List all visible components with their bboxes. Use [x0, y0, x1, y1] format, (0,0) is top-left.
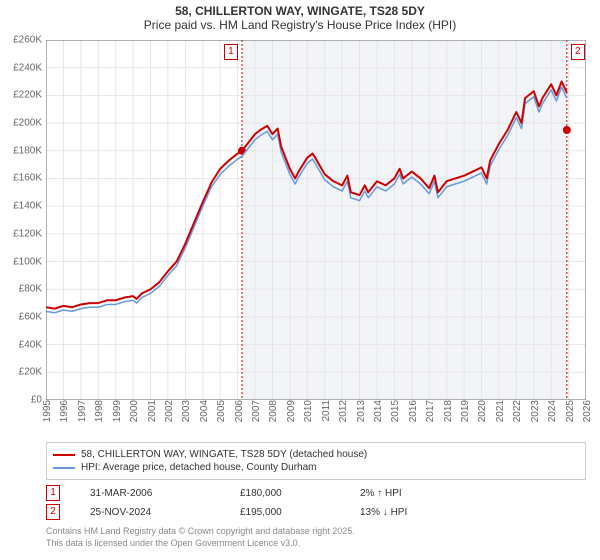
ytick-label: £140K	[13, 201, 46, 212]
legend-item: HPI: Average price, detached house, Coun…	[53, 462, 579, 473]
event-marker-icon: 1	[46, 485, 60, 501]
event-price: £180,000	[240, 488, 360, 499]
xtick-label: 2022	[510, 400, 523, 422]
event-date: 31-MAR-2006	[90, 488, 240, 499]
xtick-label: 2021	[493, 400, 506, 422]
event-diff: 13% ↓ HPI	[360, 507, 407, 518]
xtick-label: 2014	[371, 400, 384, 422]
ytick-label: £240K	[13, 62, 46, 73]
legend-label: 58, CHILLERTON WAY, WINGATE, TS28 5DY (d…	[81, 449, 367, 460]
ytick-label: £220K	[13, 90, 46, 101]
xtick-label: 2019	[458, 400, 471, 422]
chart-title: 58, CHILLERTON WAY, WINGATE, TS28 5DY	[0, 0, 600, 18]
event-price: £195,000	[240, 507, 360, 518]
legend: 58, CHILLERTON WAY, WINGATE, TS28 5DY (d…	[46, 442, 586, 480]
legend-label: HPI: Average price, detached house, Coun…	[81, 462, 317, 473]
xtick-label: 2015	[388, 400, 401, 422]
xtick-label: 1998	[92, 400, 105, 422]
event-row: 1 31-MAR-2006 £180,000 2% ↑ HPI	[46, 485, 586, 501]
xtick-label: 1999	[110, 400, 123, 422]
chart-container: 58, CHILLERTON WAY, WINGATE, TS28 5DY Pr…	[0, 0, 600, 560]
event-date: 25-NOV-2024	[90, 507, 240, 518]
xtick-label: 2011	[319, 400, 332, 422]
attribution-line: Contains HM Land Registry data © Crown c…	[46, 526, 586, 538]
xtick-label: 1997	[75, 400, 88, 422]
legend-swatch	[53, 454, 75, 456]
xtick-label: 2020	[475, 400, 488, 422]
ytick-label: £80K	[19, 284, 46, 295]
xtick-label: 2023	[528, 400, 541, 422]
chart-marker-2: 2	[571, 44, 585, 60]
chart-svg	[46, 40, 586, 400]
legend-item: 58, CHILLERTON WAY, WINGATE, TS28 5DY (d…	[53, 449, 579, 460]
ytick-label: £20K	[19, 367, 46, 378]
ytick-label: £100K	[13, 256, 46, 267]
event-row: 2 25-NOV-2024 £195,000 13% ↓ HPI	[46, 504, 586, 520]
ytick-label: £160K	[13, 173, 46, 184]
ytick-label: £40K	[19, 339, 46, 350]
xtick-label: 2009	[284, 400, 297, 422]
xtick-label: 2026	[580, 400, 593, 422]
xtick-label: 2002	[162, 400, 175, 422]
event-list: 1 31-MAR-2006 £180,000 2% ↑ HPI 2 25-NOV…	[46, 482, 586, 523]
xtick-label: 2008	[266, 400, 279, 422]
event-marker-icon: 2	[46, 504, 60, 520]
xtick-label: 2016	[406, 400, 419, 422]
xtick-label: 1996	[57, 400, 70, 422]
event-diff: 2% ↑ HPI	[360, 488, 402, 499]
xtick-label: 1995	[40, 400, 53, 422]
chart-plot-area: £0£20K£40K£60K£80K£100K£120K£140K£160K£1…	[46, 40, 586, 400]
chart-marker-1: 1	[224, 44, 238, 60]
xtick-label: 2000	[127, 400, 140, 422]
attribution-line: This data is licensed under the Open Gov…	[46, 538, 586, 550]
ytick-label: £180K	[13, 145, 46, 156]
xtick-label: 2012	[336, 400, 349, 422]
xtick-label: 2024	[545, 400, 558, 422]
xtick-label: 2025	[563, 400, 576, 422]
xtick-label: 2006	[232, 400, 245, 422]
ytick-label: £260K	[13, 35, 46, 46]
ytick-label: £60K	[19, 311, 46, 322]
ytick-label: £200K	[13, 118, 46, 129]
xtick-label: 2005	[214, 400, 227, 422]
xtick-label: 2017	[423, 400, 436, 422]
xtick-label: 2001	[145, 400, 158, 422]
xtick-label: 2003	[179, 400, 192, 422]
xtick-label: 2007	[249, 400, 262, 422]
attribution: Contains HM Land Registry data © Crown c…	[46, 526, 586, 549]
xtick-label: 2004	[197, 400, 210, 422]
xtick-label: 2018	[441, 400, 454, 422]
ytick-label: £120K	[13, 228, 46, 239]
xtick-label: 2010	[301, 400, 314, 422]
chart-subtitle: Price paid vs. HM Land Registry's House …	[0, 18, 600, 34]
legend-swatch	[53, 467, 75, 469]
xtick-label: 2013	[354, 400, 367, 422]
